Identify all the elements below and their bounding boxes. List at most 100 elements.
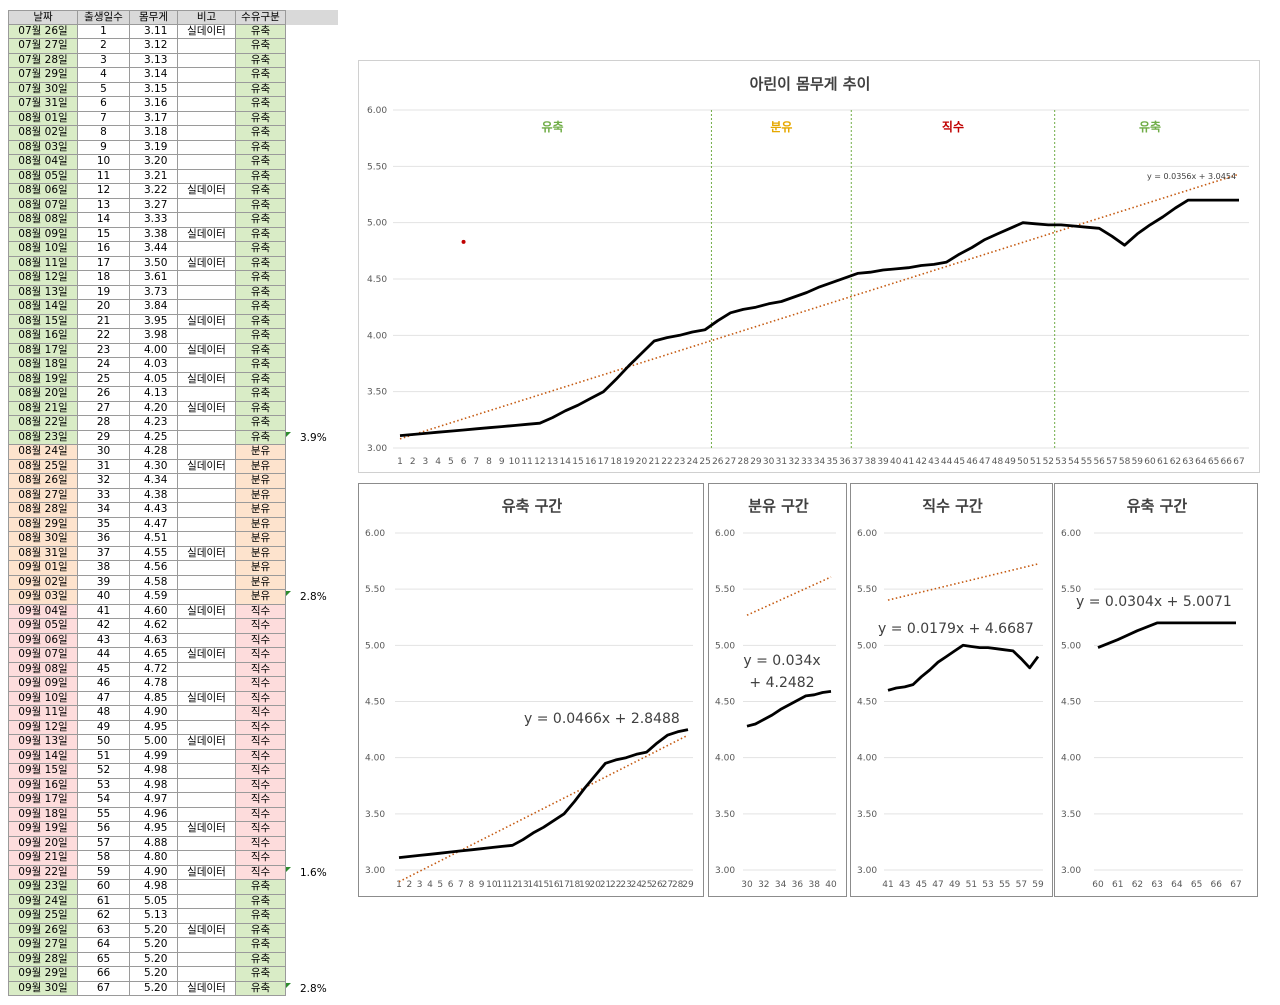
cell-days[interactable]: 60 <box>78 880 130 895</box>
cell-feeding[interactable]: 직수 <box>236 749 286 764</box>
cell-date[interactable]: 09월 29일 <box>8 967 78 982</box>
cell-days[interactable]: 14 <box>78 213 130 228</box>
header-days[interactable]: 출생일수 <box>78 10 130 25</box>
cell-feeding[interactable]: 유축 <box>236 213 286 228</box>
cell-note[interactable] <box>178 778 236 793</box>
cell-date[interactable]: 08월 07일 <box>8 198 78 213</box>
cell-weight[interactable]: 4.97 <box>130 793 178 808</box>
cell-days[interactable]: 41 <box>78 604 130 619</box>
cell-days[interactable]: 67 <box>78 981 130 996</box>
cell-note[interactable]: 실데이터 <box>178 372 236 387</box>
segment-chart-1[interactable]: 유축 구간 3.00 3.50 4.00 4.50 5.00 5.50 6.00 1 2 3 4 5 6 7… <box>358 483 704 897</box>
cell-days[interactable]: 58 <box>78 851 130 866</box>
cell-note[interactable] <box>178 155 236 170</box>
cell-date[interactable]: 09월 07일 <box>8 648 78 663</box>
cell-date[interactable]: 07월 29일 <box>8 68 78 83</box>
cell-date[interactable]: 09월 04일 <box>8 604 78 619</box>
cell-days[interactable]: 9 <box>78 140 130 155</box>
cell-days[interactable]: 25 <box>78 372 130 387</box>
cell-weight[interactable]: 4.85 <box>130 691 178 706</box>
cell-weight[interactable]: 4.98 <box>130 778 178 793</box>
cell-days[interactable]: 8 <box>78 126 130 141</box>
cell-note[interactable]: 실데이터 <box>178 24 236 39</box>
cell-feeding[interactable]: 유축 <box>236 256 286 271</box>
cell-note[interactable]: 실데이터 <box>178 981 236 996</box>
cell-note[interactable] <box>178 575 236 590</box>
cell-note[interactable] <box>178 198 236 213</box>
cell-note[interactable] <box>178 111 236 126</box>
cell-feeding[interactable]: 유축 <box>236 329 286 344</box>
cell-note[interactable] <box>178 590 236 605</box>
cell-feeding[interactable]: 유축 <box>236 314 286 329</box>
cell-weight[interactable]: 4.88 <box>130 836 178 851</box>
cell-weight[interactable]: 5.20 <box>130 967 178 982</box>
cell-days[interactable]: 22 <box>78 329 130 344</box>
cell-date[interactable]: 09월 03일 <box>8 590 78 605</box>
cell-date[interactable]: 09월 30일 <box>8 981 78 996</box>
cell-days[interactable]: 61 <box>78 894 130 909</box>
cell-weight[interactable]: 4.65 <box>130 648 178 663</box>
cell-weight[interactable]: 4.23 <box>130 416 178 431</box>
cell-weight[interactable]: 4.90 <box>130 865 178 880</box>
cell-note[interactable] <box>178 793 236 808</box>
cell-feeding[interactable]: 분유 <box>236 459 286 474</box>
cell-days[interactable]: 38 <box>78 561 130 576</box>
cell-days[interactable]: 16 <box>78 242 130 257</box>
cell-days[interactable]: 30 <box>78 445 130 460</box>
cell-weight[interactable]: 4.98 <box>130 880 178 895</box>
cell-feeding[interactable]: 유축 <box>236 198 286 213</box>
cell-weight[interactable]: 3.14 <box>130 68 178 83</box>
cell-weight[interactable]: 3.15 <box>130 82 178 97</box>
cell-date[interactable]: 08월 15일 <box>8 314 78 329</box>
cell-days[interactable]: 54 <box>78 793 130 808</box>
cell-feeding[interactable]: 직수 <box>236 691 286 706</box>
cell-feeding[interactable]: 유축 <box>236 416 286 431</box>
cell-weight[interactable]: 4.78 <box>130 677 178 692</box>
cell-weight[interactable]: 5.20 <box>130 938 178 953</box>
cell-weight[interactable]: 5.13 <box>130 909 178 924</box>
cell-date[interactable]: 09월 19일 <box>8 822 78 837</box>
cell-weight[interactable]: 4.56 <box>130 561 178 576</box>
cell-days[interactable]: 10 <box>78 155 130 170</box>
cell-days[interactable]: 42 <box>78 619 130 634</box>
cell-date[interactable]: 09월 12일 <box>8 720 78 735</box>
cell-date[interactable]: 08월 03일 <box>8 140 78 155</box>
cell-date[interactable]: 08월 04일 <box>8 155 78 170</box>
cell-feeding[interactable]: 분유 <box>236 575 286 590</box>
cell-days[interactable]: 20 <box>78 300 130 315</box>
cell-weight[interactable]: 3.12 <box>130 39 178 54</box>
cell-weight[interactable]: 4.51 <box>130 532 178 547</box>
cell-weight[interactable]: 4.47 <box>130 517 178 532</box>
cell-date[interactable]: 08월 22일 <box>8 416 78 431</box>
cell-note[interactable] <box>178 39 236 54</box>
cell-feeding[interactable]: 유축 <box>236 401 286 416</box>
cell-note[interactable] <box>178 720 236 735</box>
cell-feeding[interactable]: 직수 <box>236 619 286 634</box>
cell-feeding[interactable]: 직수 <box>236 807 286 822</box>
cell-date[interactable]: 09월 23일 <box>8 880 78 895</box>
cell-note[interactable] <box>178 894 236 909</box>
cell-days[interactable]: 4 <box>78 68 130 83</box>
cell-weight[interactable]: 4.55 <box>130 546 178 561</box>
cell-days[interactable]: 28 <box>78 416 130 431</box>
cell-weight[interactable]: 4.90 <box>130 706 178 721</box>
cell-weight[interactable]: 3.16 <box>130 97 178 112</box>
cell-date[interactable]: 08월 02일 <box>8 126 78 141</box>
cell-days[interactable]: 5 <box>78 82 130 97</box>
cell-feeding[interactable]: 유축 <box>236 938 286 953</box>
cell-note[interactable] <box>178 532 236 547</box>
cell-feeding[interactable]: 유축 <box>236 372 286 387</box>
cell-days[interactable]: 62 <box>78 909 130 924</box>
cell-feeding[interactable]: 유축 <box>236 967 286 982</box>
cell-days[interactable]: 19 <box>78 285 130 300</box>
cell-feeding[interactable]: 유축 <box>236 155 286 170</box>
cell-date[interactable]: 09월 11일 <box>8 706 78 721</box>
cell-days[interactable]: 34 <box>78 503 130 518</box>
cell-date[interactable]: 09월 22일 <box>8 865 78 880</box>
cell-date[interactable]: 08월 28일 <box>8 503 78 518</box>
cell-note[interactable] <box>178 53 236 68</box>
cell-date[interactable]: 07월 27일 <box>8 39 78 54</box>
cell-feeding[interactable]: 분유 <box>236 474 286 489</box>
cell-date[interactable]: 08월 19일 <box>8 372 78 387</box>
cell-weight[interactable]: 5.20 <box>130 952 178 967</box>
